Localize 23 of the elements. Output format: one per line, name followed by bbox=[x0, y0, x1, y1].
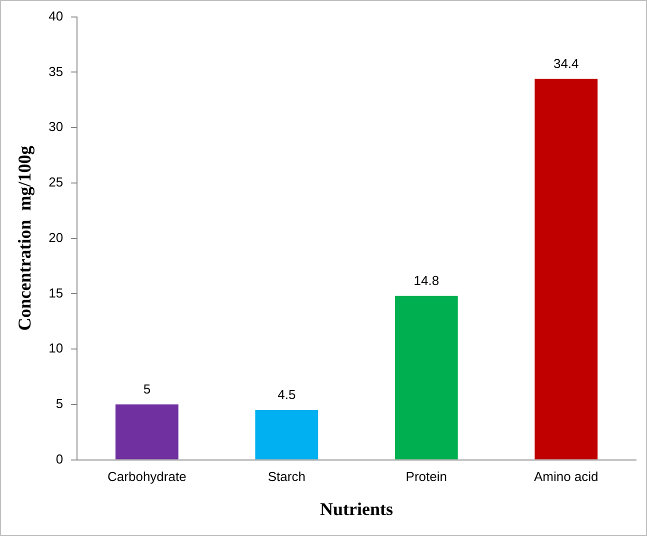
x-axis-title: Nutrients bbox=[320, 498, 394, 519]
bar bbox=[255, 410, 318, 460]
y-tick-label: 15 bbox=[48, 285, 64, 300]
data-label: 34.4 bbox=[553, 56, 579, 71]
y-tick-label: 35 bbox=[48, 64, 64, 79]
data-label: 14.8 bbox=[414, 272, 440, 288]
data-label: 4.5 bbox=[278, 387, 296, 402]
x-tick-label: Carbohydrate bbox=[108, 469, 186, 484]
y-tick-label: 30 bbox=[48, 119, 64, 134]
y-tick-label: 40 bbox=[48, 8, 64, 24]
bar bbox=[115, 404, 178, 460]
y-tick-label: 25 bbox=[48, 174, 64, 190]
bar bbox=[394, 296, 458, 460]
bar bbox=[534, 78, 598, 460]
y-tick-label: 20 bbox=[48, 230, 64, 245]
x-tick-label: Protein bbox=[406, 469, 447, 484]
data-label: 5 bbox=[143, 382, 151, 397]
y-tick-label: 0 bbox=[56, 451, 64, 466]
x-tick-label: Amino acid bbox=[534, 469, 598, 484]
y-tick-label: 10 bbox=[48, 340, 64, 356]
y-tick-label: 5 bbox=[56, 396, 64, 412]
y-axis-title: Concentration mg/100g bbox=[14, 146, 34, 331]
x-tick-label: Starch bbox=[268, 469, 306, 484]
